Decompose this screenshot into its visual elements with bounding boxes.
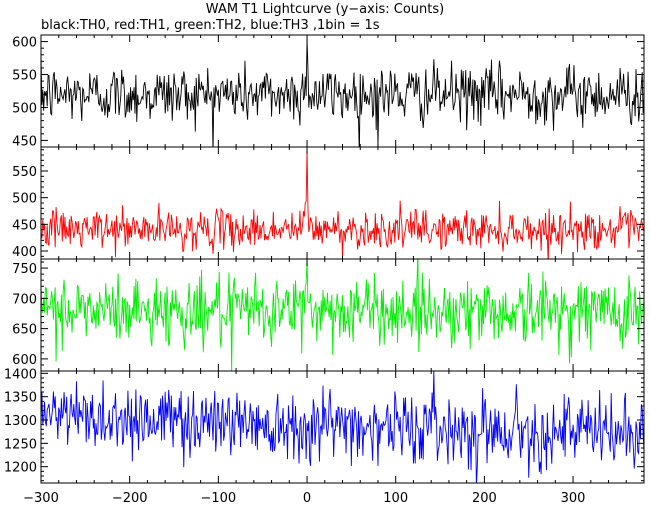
- y-tick-label: 500: [12, 101, 37, 116]
- y-tick-label: 650: [12, 323, 37, 338]
- series-line-th1: [41, 149, 644, 259]
- chart-title: WAM T1 Lightcurve (y−axis: Counts): [205, 2, 445, 17]
- panel-frame-th1: [40, 146, 645, 260]
- y-tick-label: 550: [12, 165, 37, 180]
- series-line-th0: [41, 39, 644, 147]
- x-tick-label: 0: [303, 491, 311, 505]
- x-tick-label: −200: [112, 491, 148, 505]
- x-tick-label: −100: [200, 491, 236, 505]
- series-line-th2: [41, 259, 644, 371]
- y-tick-label: 1200: [4, 461, 37, 476]
- x-tick-label: 200: [472, 491, 497, 505]
- y-tick-label: 1300: [4, 414, 37, 429]
- chart-subtitle: black:TH0, red:TH1, green:TH2, blue:TH3 …: [41, 18, 380, 33]
- y-tick-label: 700: [12, 292, 37, 307]
- y-tick-label: 600: [12, 36, 37, 51]
- y-tick-label: 400: [12, 245, 37, 260]
- x-tick-label: 100: [383, 491, 408, 505]
- y-tick-label: 450: [12, 218, 37, 233]
- y-tick-label: 1250: [4, 437, 37, 452]
- x-tick-label: −300: [23, 491, 59, 505]
- y-tick-label: 450: [12, 134, 37, 149]
- y-tick-label: 600: [12, 353, 37, 368]
- y-tick-label: 750: [12, 262, 37, 277]
- series-line-th3: [41, 371, 644, 483]
- y-tick-label: 1350: [4, 391, 37, 406]
- y-tick-label: 500: [12, 192, 37, 207]
- y-tick-label: 550: [12, 69, 37, 84]
- y-tick-label: 1400: [4, 367, 37, 382]
- x-tick-label: 300: [561, 491, 586, 505]
